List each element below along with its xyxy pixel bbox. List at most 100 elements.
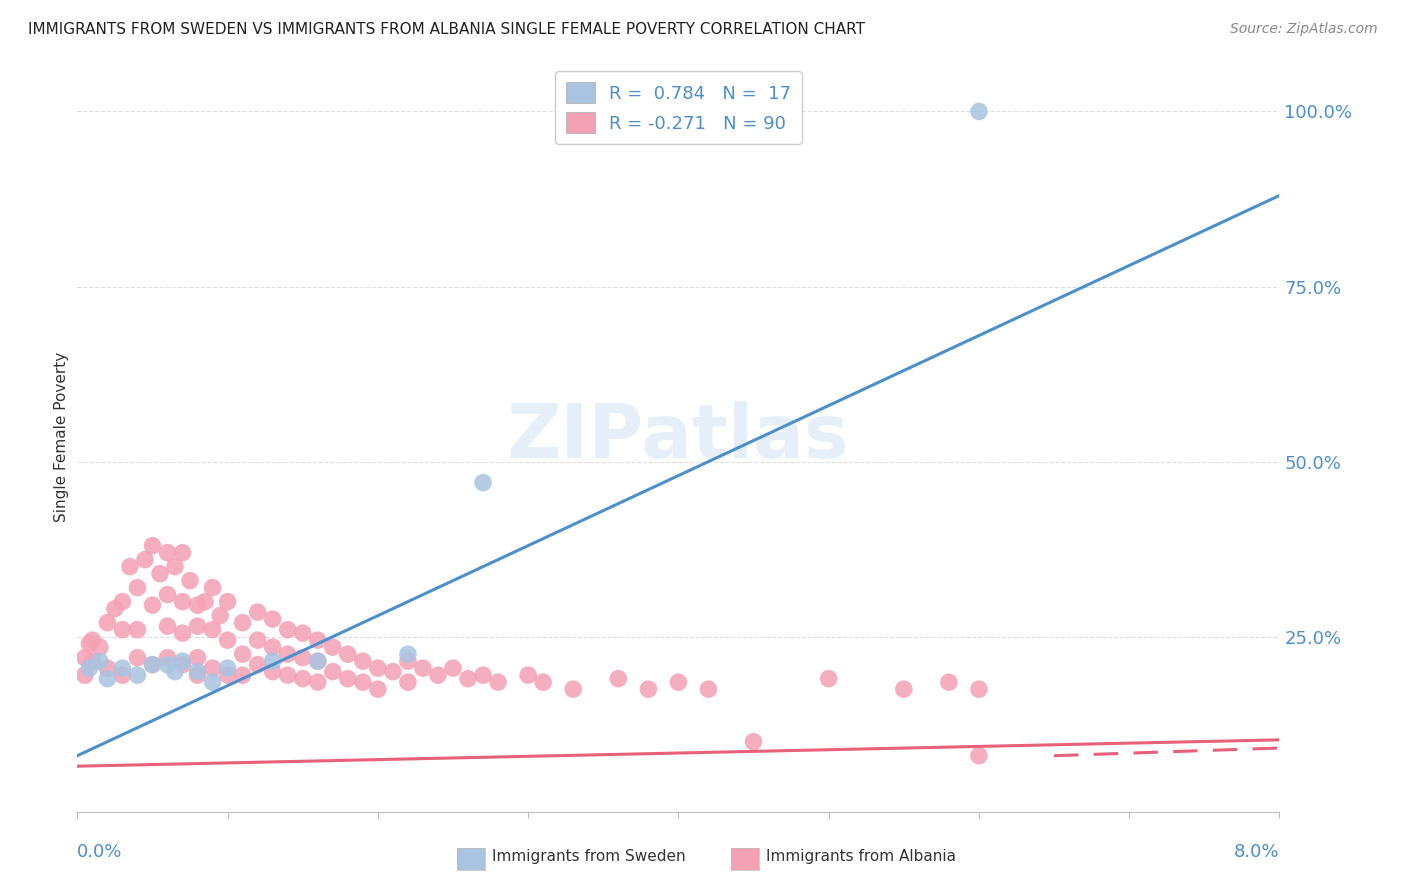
Point bbox=[277, 668, 299, 682]
Point bbox=[118, 559, 141, 574]
Point bbox=[201, 661, 224, 675]
Point bbox=[79, 637, 101, 651]
Point bbox=[396, 654, 419, 668]
Point bbox=[141, 657, 163, 672]
Point bbox=[111, 594, 134, 608]
Point bbox=[352, 654, 374, 668]
Point bbox=[381, 665, 404, 679]
Point bbox=[187, 668, 209, 682]
Point bbox=[967, 748, 990, 763]
Point bbox=[277, 647, 299, 661]
Point bbox=[149, 566, 172, 581]
Point bbox=[441, 661, 464, 675]
Point bbox=[73, 668, 96, 682]
Point bbox=[291, 626, 314, 640]
Point bbox=[697, 682, 720, 697]
Point bbox=[104, 601, 127, 615]
Point bbox=[367, 661, 389, 675]
Point bbox=[472, 475, 495, 490]
Point bbox=[352, 675, 374, 690]
Point bbox=[291, 650, 314, 665]
Text: 0.0%: 0.0% bbox=[77, 843, 122, 861]
Point bbox=[172, 626, 194, 640]
Legend: R =  0.784   N =  17, R = -0.271   N = 90: R = 0.784 N = 17, R = -0.271 N = 90 bbox=[555, 71, 801, 144]
Point bbox=[82, 654, 104, 668]
Point bbox=[194, 594, 217, 608]
Point bbox=[262, 640, 284, 655]
Point bbox=[141, 657, 163, 672]
Point bbox=[89, 640, 111, 655]
Point bbox=[396, 675, 419, 690]
Text: Source: ZipAtlas.com: Source: ZipAtlas.com bbox=[1230, 22, 1378, 37]
Point bbox=[127, 581, 149, 595]
Point bbox=[96, 672, 118, 686]
Point bbox=[486, 675, 509, 690]
Point bbox=[607, 672, 630, 686]
Point bbox=[562, 682, 585, 697]
Point bbox=[172, 546, 194, 560]
Point bbox=[172, 654, 194, 668]
Point bbox=[163, 665, 186, 679]
Point bbox=[817, 672, 839, 686]
Point bbox=[127, 668, 149, 682]
Point bbox=[291, 672, 314, 686]
Point bbox=[457, 672, 479, 686]
Point bbox=[217, 633, 239, 648]
Text: Immigrants from Sweden: Immigrants from Sweden bbox=[492, 849, 686, 864]
Point bbox=[163, 559, 186, 574]
Point bbox=[967, 104, 990, 119]
Point bbox=[156, 657, 179, 672]
Point bbox=[96, 615, 118, 630]
Point bbox=[367, 682, 389, 697]
Point bbox=[172, 594, 194, 608]
Point bbox=[209, 608, 232, 623]
Point bbox=[187, 665, 209, 679]
Point bbox=[127, 650, 149, 665]
Point bbox=[187, 650, 209, 665]
Point bbox=[172, 657, 194, 672]
Point bbox=[79, 661, 101, 675]
Point bbox=[217, 668, 239, 682]
Point bbox=[517, 668, 540, 682]
Point bbox=[246, 633, 269, 648]
Text: Immigrants from Albania: Immigrants from Albania bbox=[766, 849, 956, 864]
Point bbox=[156, 619, 179, 633]
Point bbox=[156, 650, 179, 665]
Point bbox=[232, 668, 254, 682]
Point bbox=[307, 675, 329, 690]
Point bbox=[938, 675, 960, 690]
Point bbox=[232, 647, 254, 661]
Point bbox=[82, 633, 104, 648]
Point bbox=[531, 675, 554, 690]
Point bbox=[322, 665, 344, 679]
Text: 8.0%: 8.0% bbox=[1234, 843, 1279, 861]
Point bbox=[336, 647, 359, 661]
Point bbox=[322, 640, 344, 655]
Point bbox=[668, 675, 690, 690]
Text: ZIPatlas: ZIPatlas bbox=[508, 401, 849, 474]
Point bbox=[307, 654, 329, 668]
Point bbox=[156, 588, 179, 602]
Point bbox=[967, 682, 990, 697]
Point bbox=[201, 675, 224, 690]
Point bbox=[89, 654, 111, 668]
Point bbox=[217, 661, 239, 675]
Point bbox=[742, 734, 765, 748]
Point bbox=[201, 581, 224, 595]
Point bbox=[637, 682, 659, 697]
Point bbox=[412, 661, 434, 675]
Point bbox=[187, 598, 209, 612]
Point bbox=[111, 623, 134, 637]
Text: IMMIGRANTS FROM SWEDEN VS IMMIGRANTS FROM ALBANIA SINGLE FEMALE POVERTY CORRELAT: IMMIGRANTS FROM SWEDEN VS IMMIGRANTS FRO… bbox=[28, 22, 865, 37]
Point bbox=[232, 615, 254, 630]
Point bbox=[141, 598, 163, 612]
Point bbox=[187, 619, 209, 633]
Point bbox=[396, 647, 419, 661]
Point bbox=[73, 650, 96, 665]
Point bbox=[427, 668, 450, 682]
Point bbox=[127, 623, 149, 637]
Point bbox=[893, 682, 915, 697]
Point bbox=[96, 661, 118, 675]
Point bbox=[246, 605, 269, 619]
Y-axis label: Single Female Poverty: Single Female Poverty bbox=[53, 352, 69, 522]
